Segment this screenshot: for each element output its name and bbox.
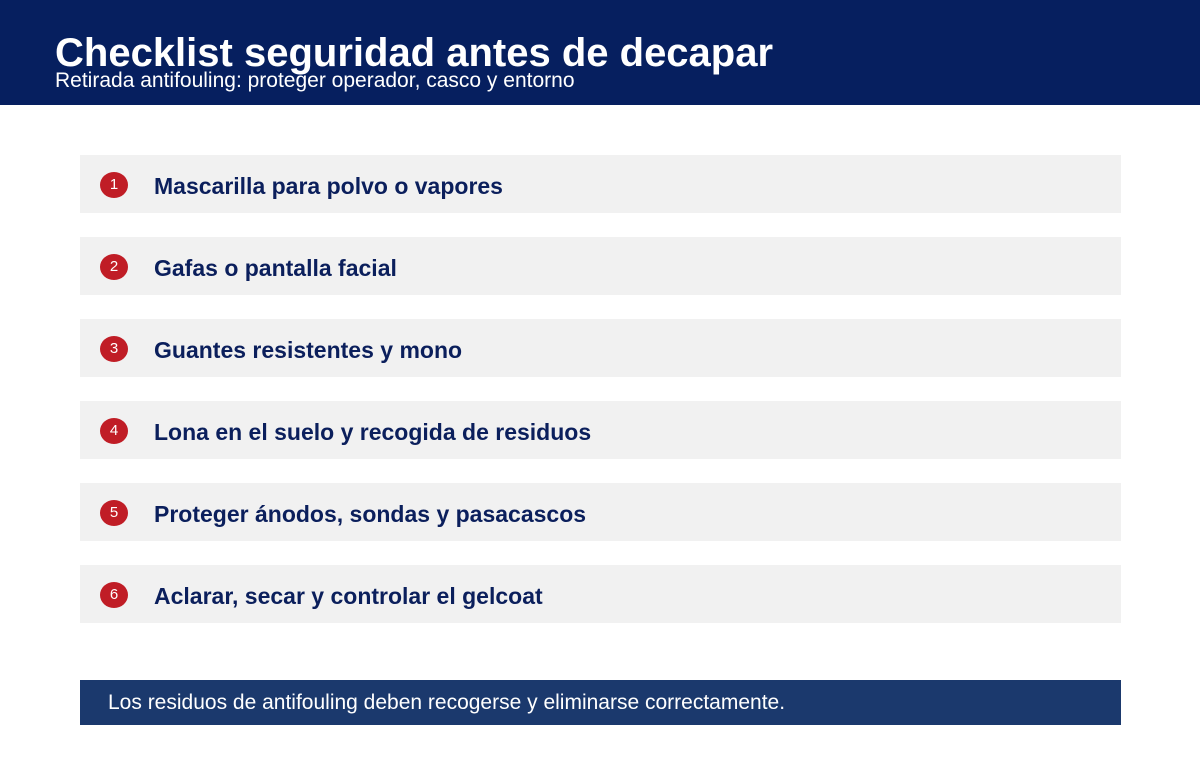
checklist-item-label: Proteger ánodos, sondas y pasacascos — [154, 501, 587, 527]
checklist-item-label: Gafas o pantalla facial — [154, 255, 397, 281]
footer-note: Los residuos de antifouling deben recoge… — [108, 691, 786, 714]
checklist-item-gloves: 3 Guantes resistentes y mono — [80, 319, 1121, 377]
checklist-item-label: Mascarilla para polvo o vapores — [154, 173, 503, 199]
checklist-item-goggles: 2 Gafas o pantalla facial — [80, 237, 1121, 295]
number-badge: 1 — [100, 172, 128, 198]
number-badge: 2 — [100, 254, 128, 280]
header-banner: Checklist seguridad antes de decapar Ret… — [0, 0, 1200, 105]
number-badge: 3 — [100, 336, 128, 362]
number-badge: 5 — [100, 500, 128, 526]
page-title: Checklist seguridad antes de decapar — [55, 31, 774, 75]
number-badge: 4 — [100, 418, 128, 444]
checklist-item-rinse-dry: 6 Aclarar, secar y controlar el gelcoat — [80, 565, 1121, 623]
checklist-item-protect-anodes: 5 Proteger ánodos, sondas y pasacascos — [80, 483, 1121, 541]
checklist-item-label: Lona en el suelo y recogida de residuos — [154, 419, 592, 445]
page-subtitle: Retirada antifouling: proteger operador,… — [55, 69, 575, 92]
footer-note-bar: Los residuos de antifouling deben recoge… — [80, 680, 1121, 725]
checklist-item-label: Guantes resistentes y mono — [154, 337, 463, 363]
number-badge: 6 — [100, 582, 128, 608]
checklist-item-tarp: 4 Lona en el suelo y recogida de residuo… — [80, 401, 1121, 459]
checklist-item-label: Aclarar, secar y controlar el gelcoat — [154, 583, 543, 609]
checklist-item-mask: 1 Mascarilla para polvo o vapores — [80, 155, 1121, 213]
